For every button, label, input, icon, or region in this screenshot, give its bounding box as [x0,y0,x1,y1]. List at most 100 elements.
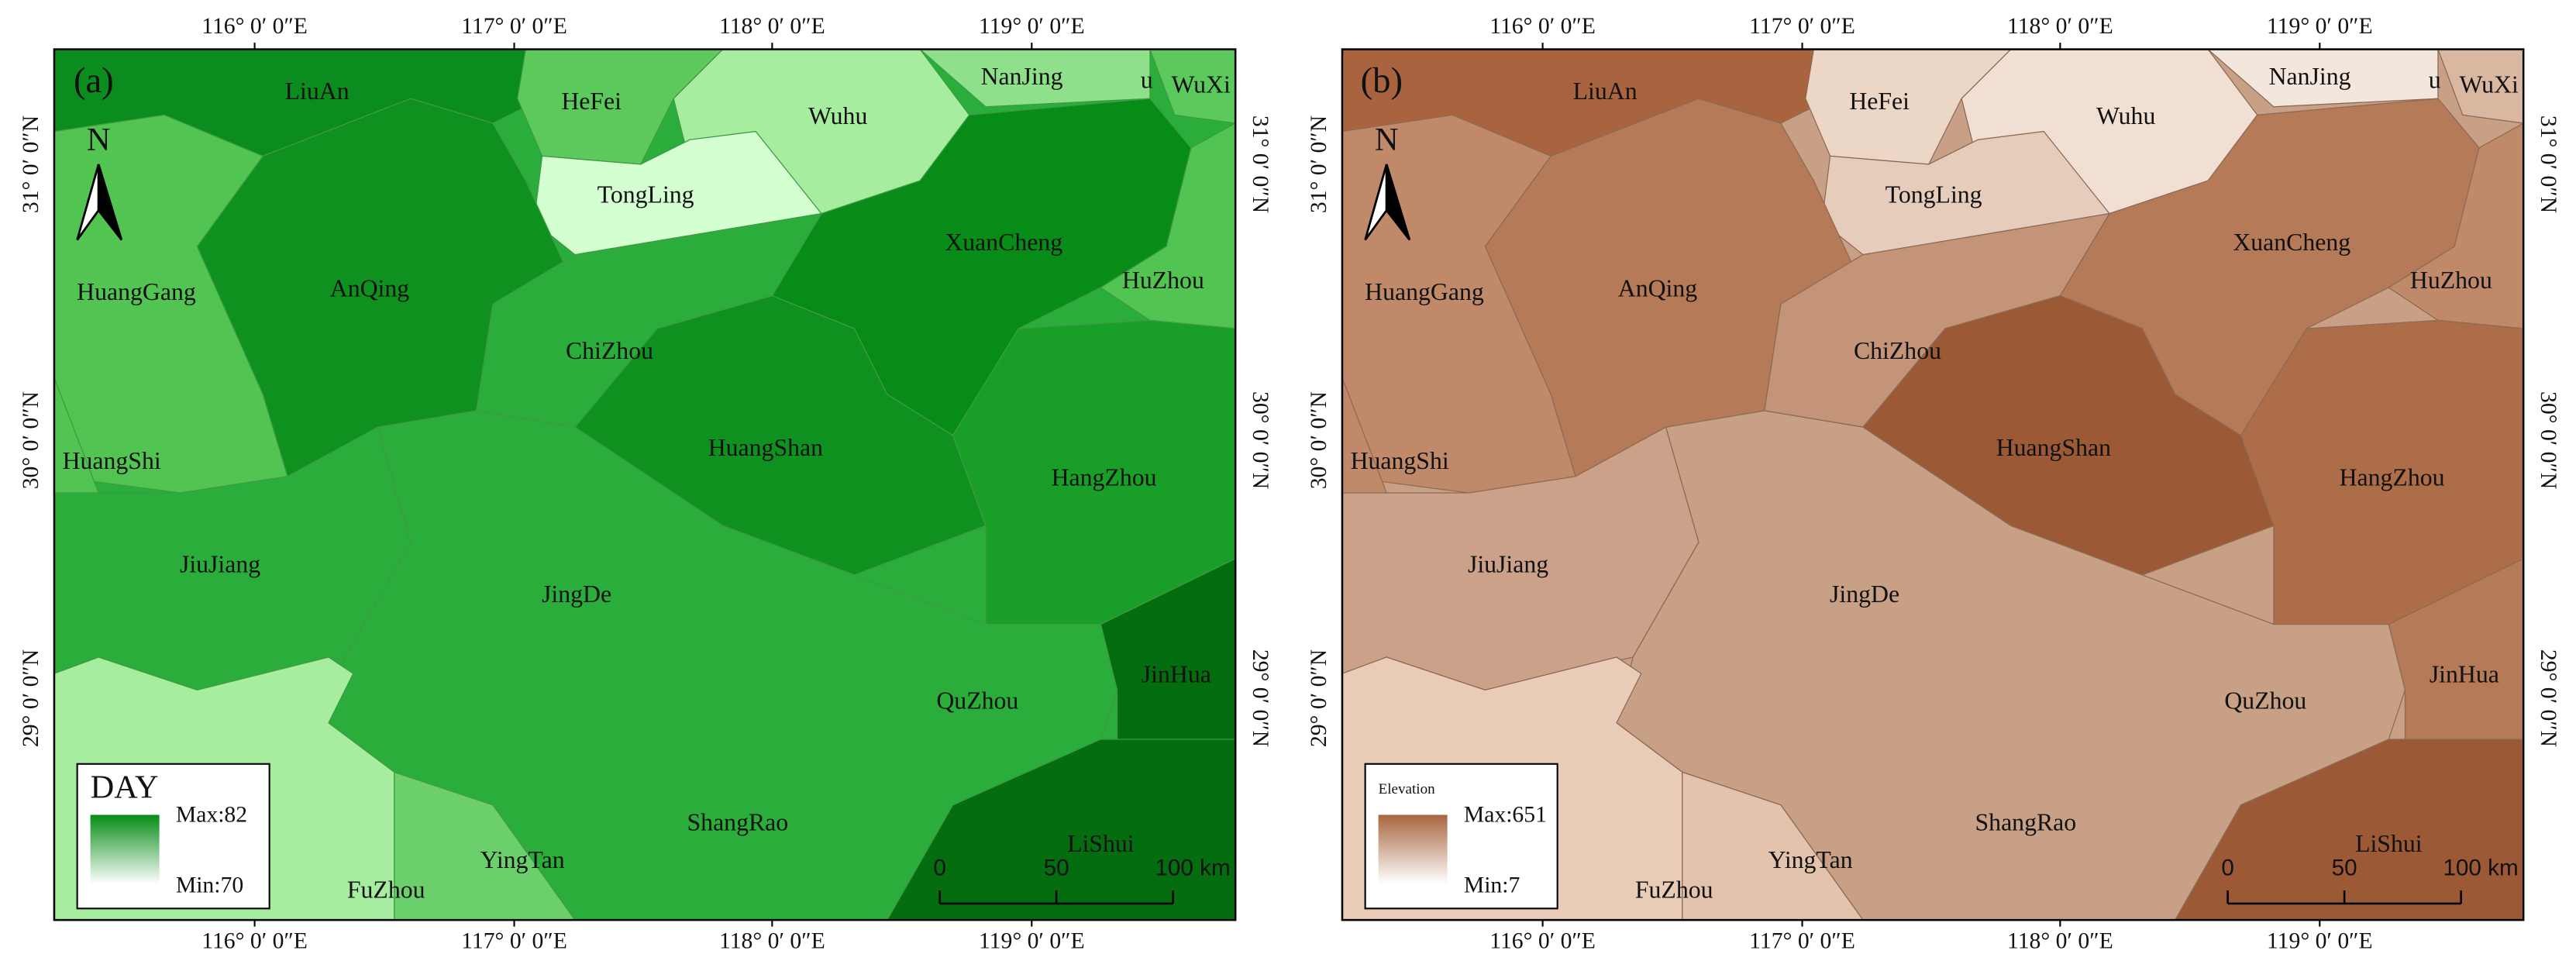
lat-label: 29° 0′ 0″N [19,649,43,747]
lat-label: 29° 0′ 0″N [1307,649,1331,747]
lat-label: 30° 0′ 0″N [1248,391,1273,489]
map-panel: 116° 0′ 0″E 116° 0′ 0″E 117° 0′ 0″E 117° 0′… [1307,14,2561,954]
city-label: LiuAn [285,77,350,105]
city-label: HeFei [1849,88,1910,115]
city-label: HuangShan [1996,434,2111,461]
lon-label: 117° 0′ 0″E [461,929,567,954]
lat-label: 30° 0′ 0″N [1307,391,1331,489]
scale-label: 50 [1044,855,1069,880]
city-label: AnQing [1618,275,1698,302]
panel-label: (a) [74,60,114,101]
lon-label: 119° 0′ 0″E [2267,14,2373,39]
city-label: WuXi [2459,71,2519,98]
lon-label: 118° 0′ 0″E [2007,14,2113,39]
city-label: Wuhu [808,102,868,129]
city-label: HangZhou [1052,463,1157,491]
lon-label: 119° 0′ 0″E [979,929,1085,954]
city-label: HuangGang [77,278,196,305]
lon-label: 116° 0′ 0″E [201,929,308,954]
panel-label: (b) [1361,60,1403,101]
lon-label: 116° 0′ 0″E [201,14,308,39]
region [2437,49,2524,124]
north-label: N [87,122,111,158]
city-label: QuZhou [2224,687,2306,715]
north-arrow [1385,164,1411,241]
city-label: JinHua [2430,661,2499,688]
north-arrow [97,164,123,241]
map-frame [53,48,1237,921]
city-label: HangZhou [2340,463,2445,491]
lon-label: 119° 0′ 0″E [2267,929,2373,954]
map-panel: 116° 0′ 0″E 116° 0′ 0″E 117° 0′ 0″E 117° 0′… [19,14,1273,954]
city-label: HuangShi [1351,447,1449,474]
region-group [53,49,1236,921]
region [394,771,576,921]
lon-label: 118° 0′ 0″E [719,14,825,39]
region [1149,49,1236,124]
lat-label: 31° 0′ 0″N [19,115,43,213]
city-label: HuZhou [2410,267,2492,294]
city-label: u [2429,66,2441,93]
legend-ramp [1378,814,1448,884]
legend-max: Max:82 [176,802,247,827]
lon-label: 118° 0′ 0″E [2007,929,2113,954]
region-group [1341,49,2524,921]
city-label: TongLing [1886,181,1982,208]
region [1682,771,1864,921]
scale-label: 50 [2332,855,2357,880]
city-label: TongLing [598,181,694,208]
scale-label: 0 [933,855,946,880]
city-label: LiShui [1067,830,1135,857]
scale-label: 0 [2221,855,2234,880]
city-label: JiuJiang [1468,551,1548,578]
legend-min: Min:70 [176,873,243,898]
city-label: AnQing [330,275,410,302]
city-label: HuangShi [63,447,161,474]
scale-label: 100 km [1155,855,1230,880]
region [887,739,1236,921]
city-label: JinHua [1142,661,1211,688]
lat-label: 29° 0′ 0″N [2536,649,2561,747]
city-label: FuZhou [347,876,425,903]
map-frame [1341,48,2525,921]
city-label: HuangGang [1365,278,1484,305]
city-label: QuZhou [936,687,1018,715]
city-label: JiuJiang [180,551,260,578]
city-label: NanJing [2269,63,2351,90]
city-label: ShangRao [687,808,789,835]
scale-label: 100 km [2443,855,2518,880]
regions [1341,49,2524,921]
lat-label: 31° 0′ 0″N [1248,115,1273,213]
regions [53,49,1236,921]
city-label: HeFei [561,88,622,115]
legend-max: Max:651 [1464,802,1547,827]
north-label: N [1375,122,1399,158]
lon-label: 118° 0′ 0″E [719,929,825,954]
city-label: YingTan [480,846,565,873]
city-label: LiuAn [1573,77,1638,105]
city-label: HuangShan [708,434,823,461]
lon-label: 117° 0′ 0″E [1749,929,1855,954]
city-label: ChiZhou [1854,337,1941,364]
city-label: ShangRao [1975,808,2077,835]
legend-title: DAY [91,769,159,805]
region [2175,739,2524,921]
city-label: FuZhou [1635,876,1713,903]
lat-label: 30° 0′ 0″N [2536,391,2561,489]
lat-label: 30° 0′ 0″N [19,391,43,489]
lon-label: 117° 0′ 0″E [461,14,567,39]
city-label: NanJing [981,63,1063,90]
legend-title: Elevation [1379,781,1436,797]
city-label: JingDe [542,580,611,608]
legend-min: Min:7 [1464,873,1520,898]
city-label: HuZhou [1122,267,1204,294]
city-label: u [1141,66,1153,93]
city-label: YingTan [1768,846,1853,873]
lon-label: 119° 0′ 0″E [979,14,1085,39]
lon-label: 116° 0′ 0″E [1489,14,1596,39]
city-label: XuanCheng [945,229,1062,256]
city-label: ChiZhou [566,337,653,364]
lat-label: 31° 0′ 0″N [2536,115,2561,213]
lat-label: 29° 0′ 0″N [1248,649,1273,747]
